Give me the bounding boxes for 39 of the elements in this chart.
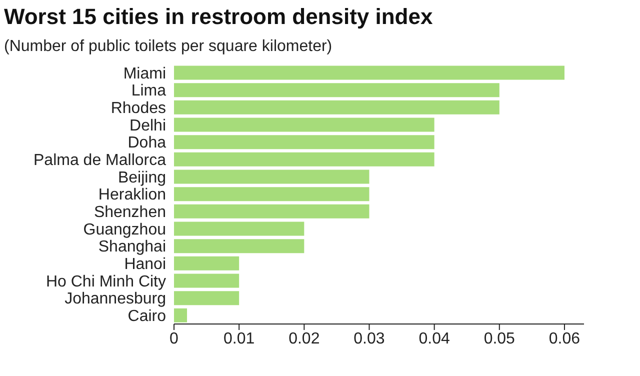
bar [174,274,240,288]
bar [174,308,188,322]
bar [174,222,304,236]
x-tick-label: 0.01 [224,330,255,348]
x-tick-label: 0.05 [484,330,516,348]
y-tick-label: Palma de Mallorca [34,152,166,170]
chart-title: Worst 15 cities in restroom density index [4,4,434,30]
y-tick-label: Hanoi [124,256,166,274]
bar [174,100,500,114]
y-tick-label: Cairo [128,308,166,326]
bar [174,83,500,98]
y-tick-label: Guangzhou [83,221,166,238]
chart-subtitle: (Number of public toilets per square kilometer) [4,38,334,56]
bar [174,239,304,254]
bar [174,152,434,166]
x-tick-label: 0.06 [548,330,580,348]
bar [174,187,370,202]
y-tick-label: Shenzhen [94,204,166,222]
x-tick-label: 0.02 [288,330,320,348]
y-tick-label: Doha [128,134,166,152]
y-tick-label: Lima [131,82,166,100]
y-tick-label: Rhodes [110,100,166,118]
bar [174,256,240,270]
bar [174,118,434,132]
y-tick-label: Shanghai [98,238,166,256]
y-tick-label: Beijing [118,169,166,186]
y-tick-label: Miami [123,65,166,82]
y-tick-label: Johannesburg [64,290,166,308]
y-tick-label: Ho Chi Minh City [46,273,166,290]
x-tick-label: 0.04 [418,330,450,348]
bar [174,135,434,150]
bar [174,66,564,80]
y-tick-label: Delhi [130,117,166,134]
x-tick-label: 0.03 [354,330,385,348]
bar [174,170,370,184]
bar [174,204,370,218]
x-tick-label: 0 [170,330,179,348]
bar [174,291,240,306]
y-tick-label: Heraklion [98,186,166,204]
